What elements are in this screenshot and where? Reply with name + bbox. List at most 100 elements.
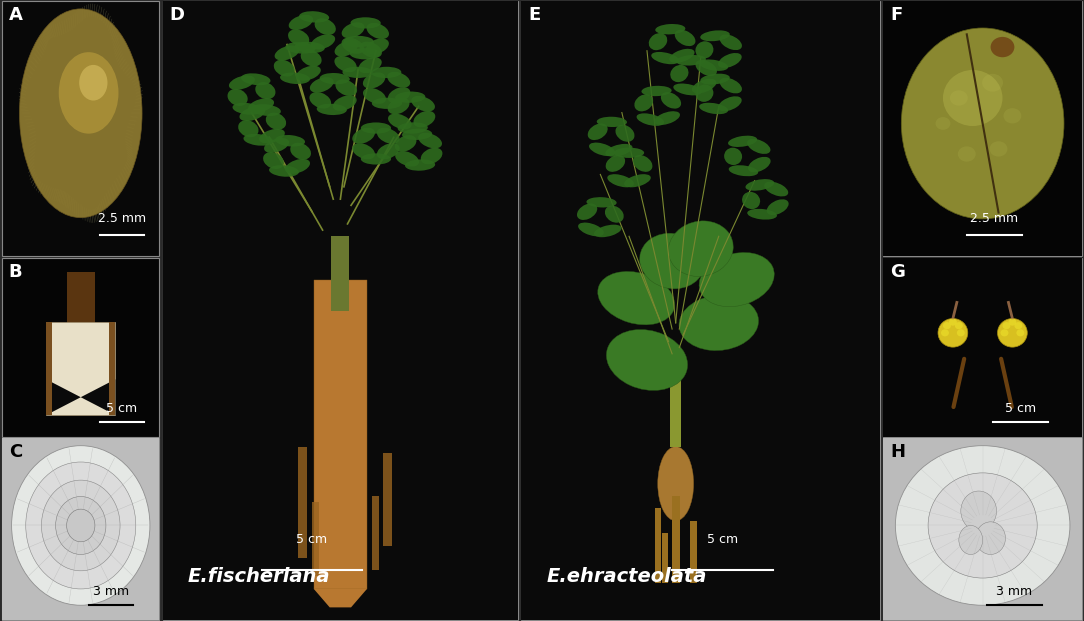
Ellipse shape	[588, 124, 608, 140]
Ellipse shape	[314, 18, 336, 35]
Ellipse shape	[718, 53, 741, 68]
Ellipse shape	[699, 253, 774, 307]
Ellipse shape	[648, 33, 668, 50]
Ellipse shape	[366, 39, 389, 55]
Ellipse shape	[228, 89, 247, 106]
Text: C: C	[9, 443, 22, 461]
Ellipse shape	[997, 319, 1028, 347]
Bar	[521, 1, 880, 620]
Ellipse shape	[350, 17, 380, 29]
Ellipse shape	[634, 94, 654, 111]
Ellipse shape	[377, 143, 400, 159]
Ellipse shape	[941, 329, 948, 337]
Ellipse shape	[240, 107, 266, 121]
Ellipse shape	[747, 209, 777, 220]
Ellipse shape	[1017, 329, 1024, 337]
Ellipse shape	[259, 129, 285, 143]
Ellipse shape	[655, 24, 685, 34]
Ellipse shape	[605, 144, 632, 156]
Text: 2.5 mm: 2.5 mm	[98, 212, 145, 225]
Ellipse shape	[674, 30, 696, 46]
Ellipse shape	[229, 76, 255, 90]
Ellipse shape	[577, 204, 597, 220]
Ellipse shape	[661, 92, 681, 109]
FancyArrowPatch shape	[1002, 359, 1011, 407]
Ellipse shape	[361, 153, 391, 165]
Ellipse shape	[55, 496, 106, 555]
Ellipse shape	[20, 9, 142, 218]
Ellipse shape	[352, 143, 375, 159]
Ellipse shape	[360, 42, 382, 58]
Ellipse shape	[413, 111, 436, 127]
Bar	[883, 1, 1082, 256]
Ellipse shape	[743, 192, 760, 209]
Ellipse shape	[958, 147, 976, 161]
Text: D: D	[169, 6, 184, 24]
Ellipse shape	[248, 98, 274, 112]
Ellipse shape	[274, 45, 299, 60]
Bar	[691, 521, 697, 582]
Ellipse shape	[669, 221, 733, 276]
Polygon shape	[47, 379, 80, 415]
Ellipse shape	[928, 473, 1037, 578]
Bar	[298, 446, 307, 558]
Ellipse shape	[1004, 108, 1021, 124]
Ellipse shape	[26, 462, 136, 589]
Ellipse shape	[59, 52, 118, 134]
Ellipse shape	[66, 509, 95, 542]
Text: B: B	[9, 263, 23, 281]
Ellipse shape	[285, 159, 310, 174]
Text: E.fischeriana: E.fischeriana	[188, 567, 330, 586]
Ellipse shape	[309, 92, 331, 109]
Ellipse shape	[388, 87, 411, 103]
Ellipse shape	[955, 322, 963, 329]
Text: F: F	[890, 6, 902, 24]
Ellipse shape	[943, 70, 1003, 126]
Ellipse shape	[959, 525, 982, 555]
Ellipse shape	[395, 135, 416, 152]
Ellipse shape	[700, 74, 730, 84]
Ellipse shape	[748, 157, 771, 172]
Ellipse shape	[1003, 322, 1010, 329]
Text: H: H	[890, 443, 905, 461]
Ellipse shape	[341, 38, 364, 54]
Ellipse shape	[371, 67, 401, 78]
Ellipse shape	[12, 446, 150, 605]
Ellipse shape	[669, 49, 695, 63]
Ellipse shape	[614, 148, 644, 158]
Ellipse shape	[291, 143, 311, 160]
Ellipse shape	[296, 66, 321, 81]
Ellipse shape	[388, 114, 412, 129]
Ellipse shape	[244, 134, 273, 146]
Ellipse shape	[288, 29, 309, 46]
Bar	[670, 354, 681, 446]
Ellipse shape	[372, 97, 402, 109]
Polygon shape	[80, 379, 115, 415]
Bar	[2, 438, 159, 620]
Ellipse shape	[901, 28, 1064, 219]
Ellipse shape	[343, 66, 373, 78]
Text: 3 mm: 3 mm	[92, 585, 129, 598]
Bar	[521, 1, 880, 620]
Ellipse shape	[377, 128, 400, 144]
Ellipse shape	[747, 139, 771, 154]
Ellipse shape	[670, 65, 688, 82]
Ellipse shape	[350, 48, 380, 60]
Ellipse shape	[1008, 319, 1017, 325]
Ellipse shape	[402, 129, 433, 140]
Ellipse shape	[606, 330, 687, 391]
Bar	[313, 279, 367, 589]
Ellipse shape	[699, 102, 728, 114]
Ellipse shape	[696, 60, 717, 76]
Ellipse shape	[586, 197, 617, 207]
Ellipse shape	[317, 104, 347, 115]
Bar	[312, 502, 319, 576]
Bar	[332, 236, 349, 310]
Ellipse shape	[696, 41, 713, 58]
Ellipse shape	[718, 96, 741, 111]
Bar	[2, 438, 159, 620]
Ellipse shape	[1001, 329, 1008, 337]
Ellipse shape	[300, 50, 322, 66]
Text: G: G	[890, 263, 905, 281]
Bar	[883, 438, 1082, 620]
